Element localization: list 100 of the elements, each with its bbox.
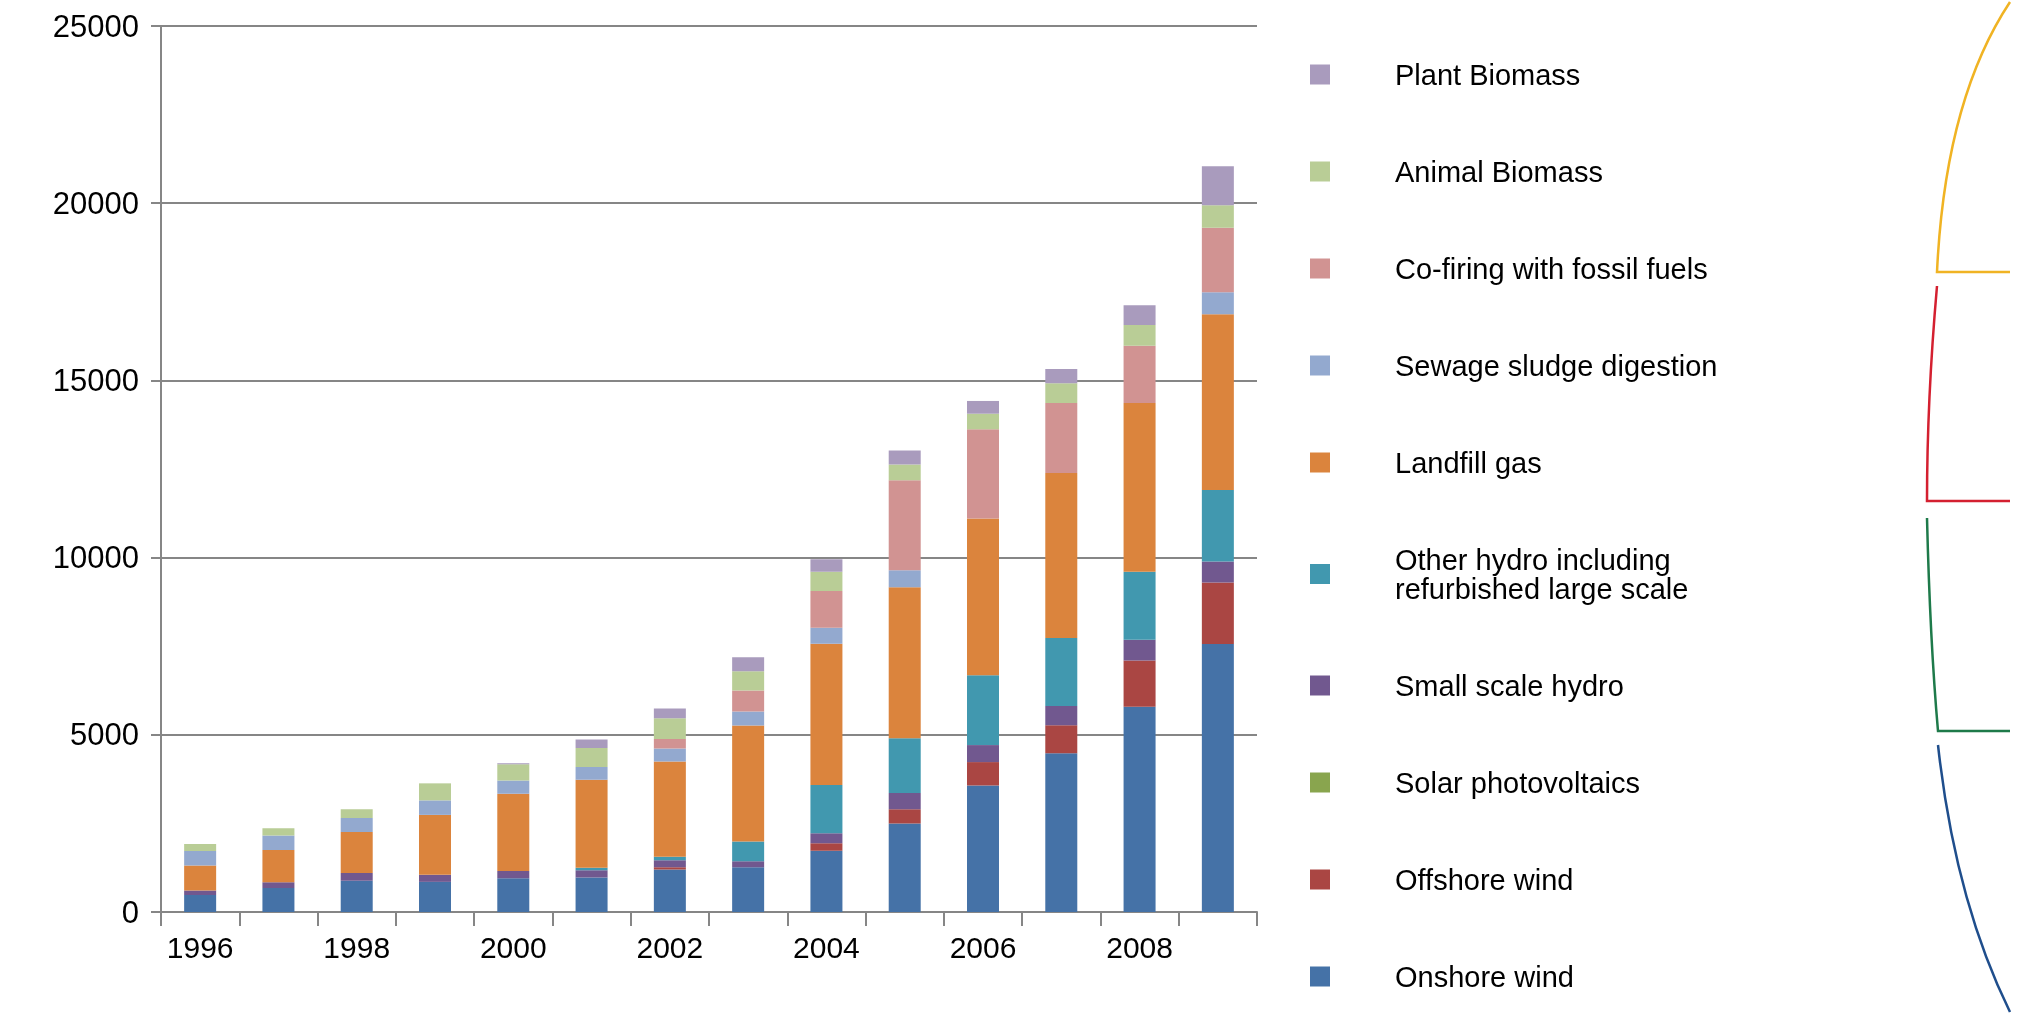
bar: [184, 894, 217, 912]
y-tick-label: 15000: [52, 362, 139, 398]
bar: [340, 880, 373, 912]
bar: [1123, 403, 1156, 572]
x-tick-label: 1998: [323, 930, 391, 964]
bar: [497, 780, 530, 794]
bar: [967, 518, 999, 676]
bar: [967, 785, 999, 912]
bar: [1045, 725, 1078, 754]
bar: [653, 761, 686, 857]
bar: [1045, 383, 1078, 404]
bar: [1123, 660, 1156, 707]
bar: [967, 413, 999, 430]
bar: [732, 657, 765, 672]
bar: [1123, 706, 1156, 912]
x-tick-label: 1996: [166, 930, 234, 964]
legend-label: Solar photovoltaics: [1395, 766, 1641, 799]
bar: [888, 570, 921, 588]
bar: [967, 429, 999, 519]
bar: [419, 800, 451, 815]
bar: [1201, 582, 1234, 645]
bar: [419, 874, 451, 882]
bar: [810, 643, 843, 786]
bar: [732, 690, 765, 712]
bar: [1201, 205, 1234, 228]
bar: [810, 559, 843, 572]
bar: [419, 881, 451, 912]
bar: [888, 587, 921, 739]
x-tick-label: 2008: [1106, 930, 1173, 964]
bar: [340, 809, 373, 819]
bar: [888, 480, 921, 571]
legend-label: Landfill gas: [1395, 446, 1542, 479]
bar: [1045, 403, 1078, 473]
y-tick-label: 0: [121, 894, 139, 930]
bar: [653, 860, 686, 868]
bar: [1123, 325, 1156, 346]
bar: [1045, 369, 1078, 384]
y-tick-label: 10000: [52, 540, 139, 576]
bar: [888, 738, 921, 793]
legend-label: Onshore wind: [1395, 960, 1574, 993]
bar: [1201, 561, 1234, 583]
bar: [497, 878, 530, 912]
legend-label: Co-firing with fossil fuels: [1395, 252, 1708, 285]
bar: [732, 841, 765, 862]
y-tick-label: 5000: [70, 717, 139, 753]
bar: [967, 745, 999, 763]
x-tick-label: 2006: [949, 930, 1017, 964]
x-tick-label: 2000: [479, 930, 547, 964]
bar: [1201, 314, 1234, 490]
bar: [810, 590, 843, 628]
bar: [653, 869, 686, 912]
bar: [1123, 639, 1156, 661]
bar: [340, 831, 373, 874]
bar: [732, 867, 765, 912]
legend-label: Plant Biomass: [1395, 58, 1581, 91]
bar: [497, 764, 530, 781]
bar: [732, 711, 765, 726]
bar: [888, 464, 921, 481]
bar: [888, 450, 921, 465]
bar: [1045, 753, 1078, 912]
bar: [967, 762, 999, 786]
bar: [810, 627, 843, 644]
bar: [810, 571, 843, 591]
x-tick-label: 2004: [793, 930, 860, 964]
bar: [1045, 638, 1078, 707]
bar: [184, 843, 217, 852]
bar: [575, 747, 608, 768]
bar: [810, 785, 843, 834]
bar: [1201, 292, 1234, 315]
bar: [184, 851, 217, 866]
bar: [184, 865, 217, 891]
legend-label: Small scale hydro: [1395, 669, 1624, 702]
bar: [1201, 644, 1234, 912]
bar: [575, 779, 608, 868]
bar: [732, 861, 765, 868]
bar: [653, 718, 686, 740]
bar: [262, 849, 295, 883]
bar: [1201, 489, 1234, 562]
bar: [262, 882, 295, 888]
bar: [262, 828, 295, 836]
bar: [732, 671, 765, 691]
bar: [653, 748, 686, 762]
bar: [497, 793, 530, 871]
bar: [497, 870, 530, 879]
legend-label: Animal Biomass: [1395, 155, 1603, 188]
bar: [967, 400, 999, 414]
legend-label: Offshore wind: [1395, 863, 1574, 896]
y-tick-label: 20000: [52, 185, 139, 221]
bar: [810, 843, 843, 851]
bar: [888, 823, 921, 912]
bar: [262, 887, 295, 912]
bar: [575, 739, 608, 748]
bar: [262, 835, 295, 850]
bar: [1123, 345, 1156, 404]
bar: [419, 814, 451, 875]
bar: [653, 708, 686, 719]
bar: [888, 809, 921, 824]
bar: [732, 725, 765, 842]
bar: [967, 675, 999, 746]
bar: [1123, 571, 1156, 640]
